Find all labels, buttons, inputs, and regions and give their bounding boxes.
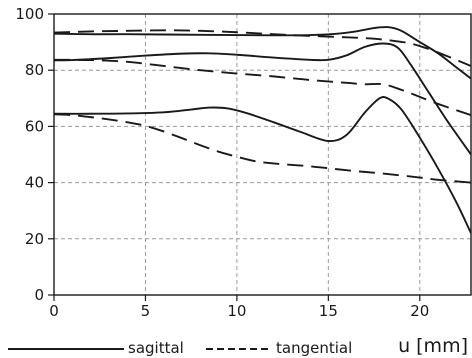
x-tick-label: 0 xyxy=(49,302,59,320)
sagittal-curve-3 xyxy=(54,96,471,234)
sagittal-curve-1 xyxy=(54,26,471,80)
tangential-curve-4 xyxy=(54,29,471,67)
y-tick-label: 0 xyxy=(34,286,44,304)
tangential-legend-label: tangential xyxy=(276,339,352,357)
y-tick-label: 40 xyxy=(25,174,44,192)
x-axis-label: u [mm] xyxy=(398,335,468,357)
x-tick-label: 15 xyxy=(319,302,338,320)
x-tick-label: 5 xyxy=(141,302,151,320)
grid-layer xyxy=(54,14,471,295)
tangential-curve-5 xyxy=(54,58,471,117)
x-tick-label: 20 xyxy=(410,302,429,320)
y-tick-label: 20 xyxy=(25,230,44,248)
tangential-curve-6 xyxy=(54,113,471,184)
y-tick-label: 60 xyxy=(25,117,44,135)
sagittal-curve-2 xyxy=(54,42,471,156)
sagittal-legend-label: sagittal xyxy=(128,339,184,357)
x-tick-label: 10 xyxy=(227,302,246,320)
y-tick-label: 100 xyxy=(15,5,44,23)
legend-layer: sagittal tangential u [mm] xyxy=(8,335,468,357)
series-layer xyxy=(54,26,471,234)
y-tick-label: 80 xyxy=(25,61,44,79)
